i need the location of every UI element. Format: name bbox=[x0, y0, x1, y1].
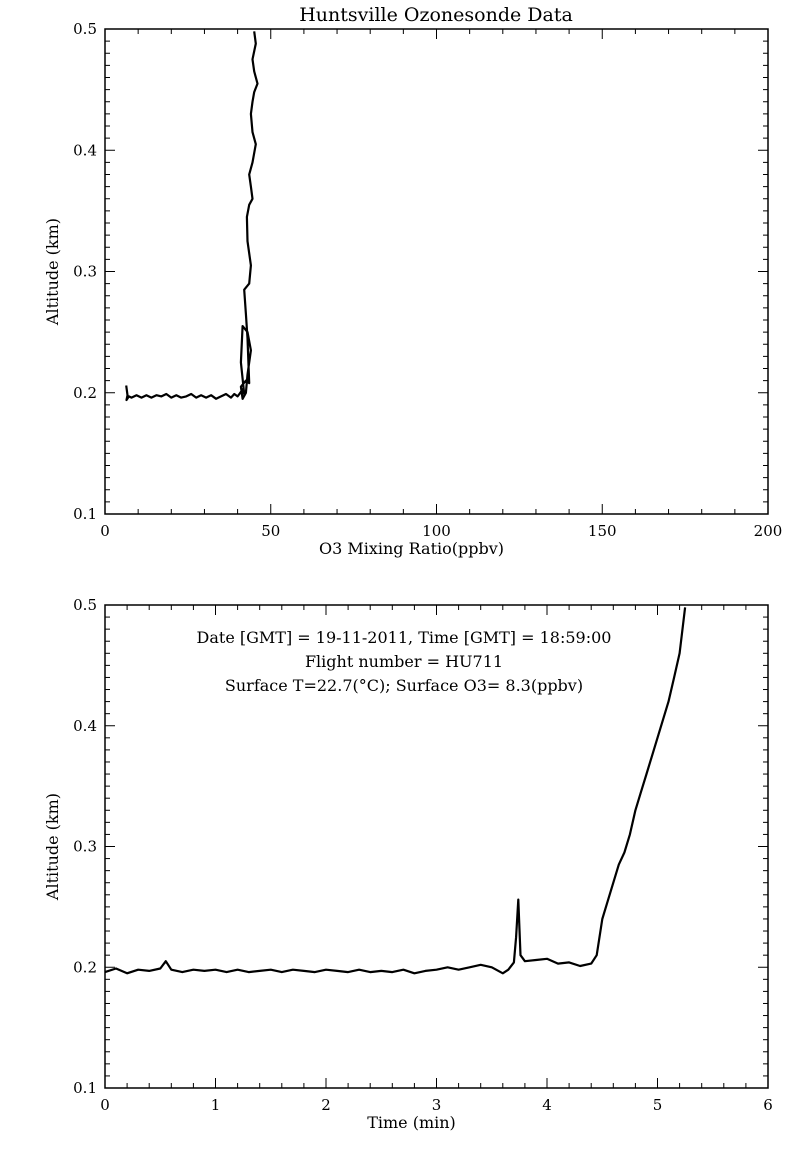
x-tick-label: 3 bbox=[432, 1096, 442, 1114]
annotation-line-1: Date [GMT] = 19-11-2011, Time [GMT] = 18… bbox=[197, 628, 612, 647]
x-tick-label: 1 bbox=[211, 1096, 221, 1114]
y-tick-label: 0.1 bbox=[73, 505, 97, 523]
x-tick-label: 5 bbox=[653, 1096, 663, 1114]
x-tick-label: 100 bbox=[422, 522, 451, 540]
y-tick-label: 0.2 bbox=[73, 958, 97, 976]
x-tick-label: 0 bbox=[100, 522, 110, 540]
x-tick-label: 200 bbox=[754, 522, 783, 540]
chart-title: Huntsville Ozonesonde Data bbox=[299, 4, 573, 26]
y-tick-label: 0.2 bbox=[73, 384, 97, 402]
x-tick-label: 2 bbox=[321, 1096, 331, 1114]
x-tick-label: 6 bbox=[763, 1096, 773, 1114]
y-tick-label: 0.4 bbox=[73, 141, 97, 159]
plot-ozone-profile: 0 50 100 150 200 0.1 0.2 0.3 0.4 0.5 O3 Mixing Rat… bbox=[43, 20, 782, 558]
x-tick-label: 0 bbox=[100, 1096, 110, 1114]
y-tick-label: 0.4 bbox=[73, 717, 97, 735]
series-line-ozone bbox=[125, 31, 259, 402]
axis-ticks bbox=[104, 28, 769, 515]
axis-ticks bbox=[104, 604, 769, 1089]
y-tick-label: 0.3 bbox=[73, 263, 97, 281]
annotation-line-2: Flight number = HU711 bbox=[305, 652, 503, 671]
annotation-line-3: Surface T=22.7(°C); Surface O3= 8.3(ppbv… bbox=[225, 676, 583, 695]
y-tick-label: 0.5 bbox=[73, 20, 97, 38]
y-axis-label: Altitude (km) bbox=[43, 793, 62, 901]
plot-altitude-vs-time: 0 1 2 3 4 5 6 0.1 0.2 0.3 0.4 0.5 Time (min) Altitude… bbox=[43, 596, 773, 1132]
y-tick-label: 0.3 bbox=[73, 838, 97, 856]
x-tick-label: 4 bbox=[542, 1096, 552, 1114]
x-tick-label: 50 bbox=[261, 522, 280, 540]
y-axis-label: Altitude (km) bbox=[43, 218, 62, 326]
series-line-time bbox=[104, 607, 687, 975]
x-axis-label: O3 Mixing Ratio(ppbv) bbox=[319, 539, 504, 558]
plot-frame bbox=[104, 28, 769, 515]
y-tick-label: 0.1 bbox=[73, 1079, 97, 1097]
x-axis-label: Time (min) bbox=[367, 1113, 456, 1132]
x-tick-label: 150 bbox=[588, 522, 617, 540]
y-tick-label: 0.5 bbox=[73, 596, 97, 614]
